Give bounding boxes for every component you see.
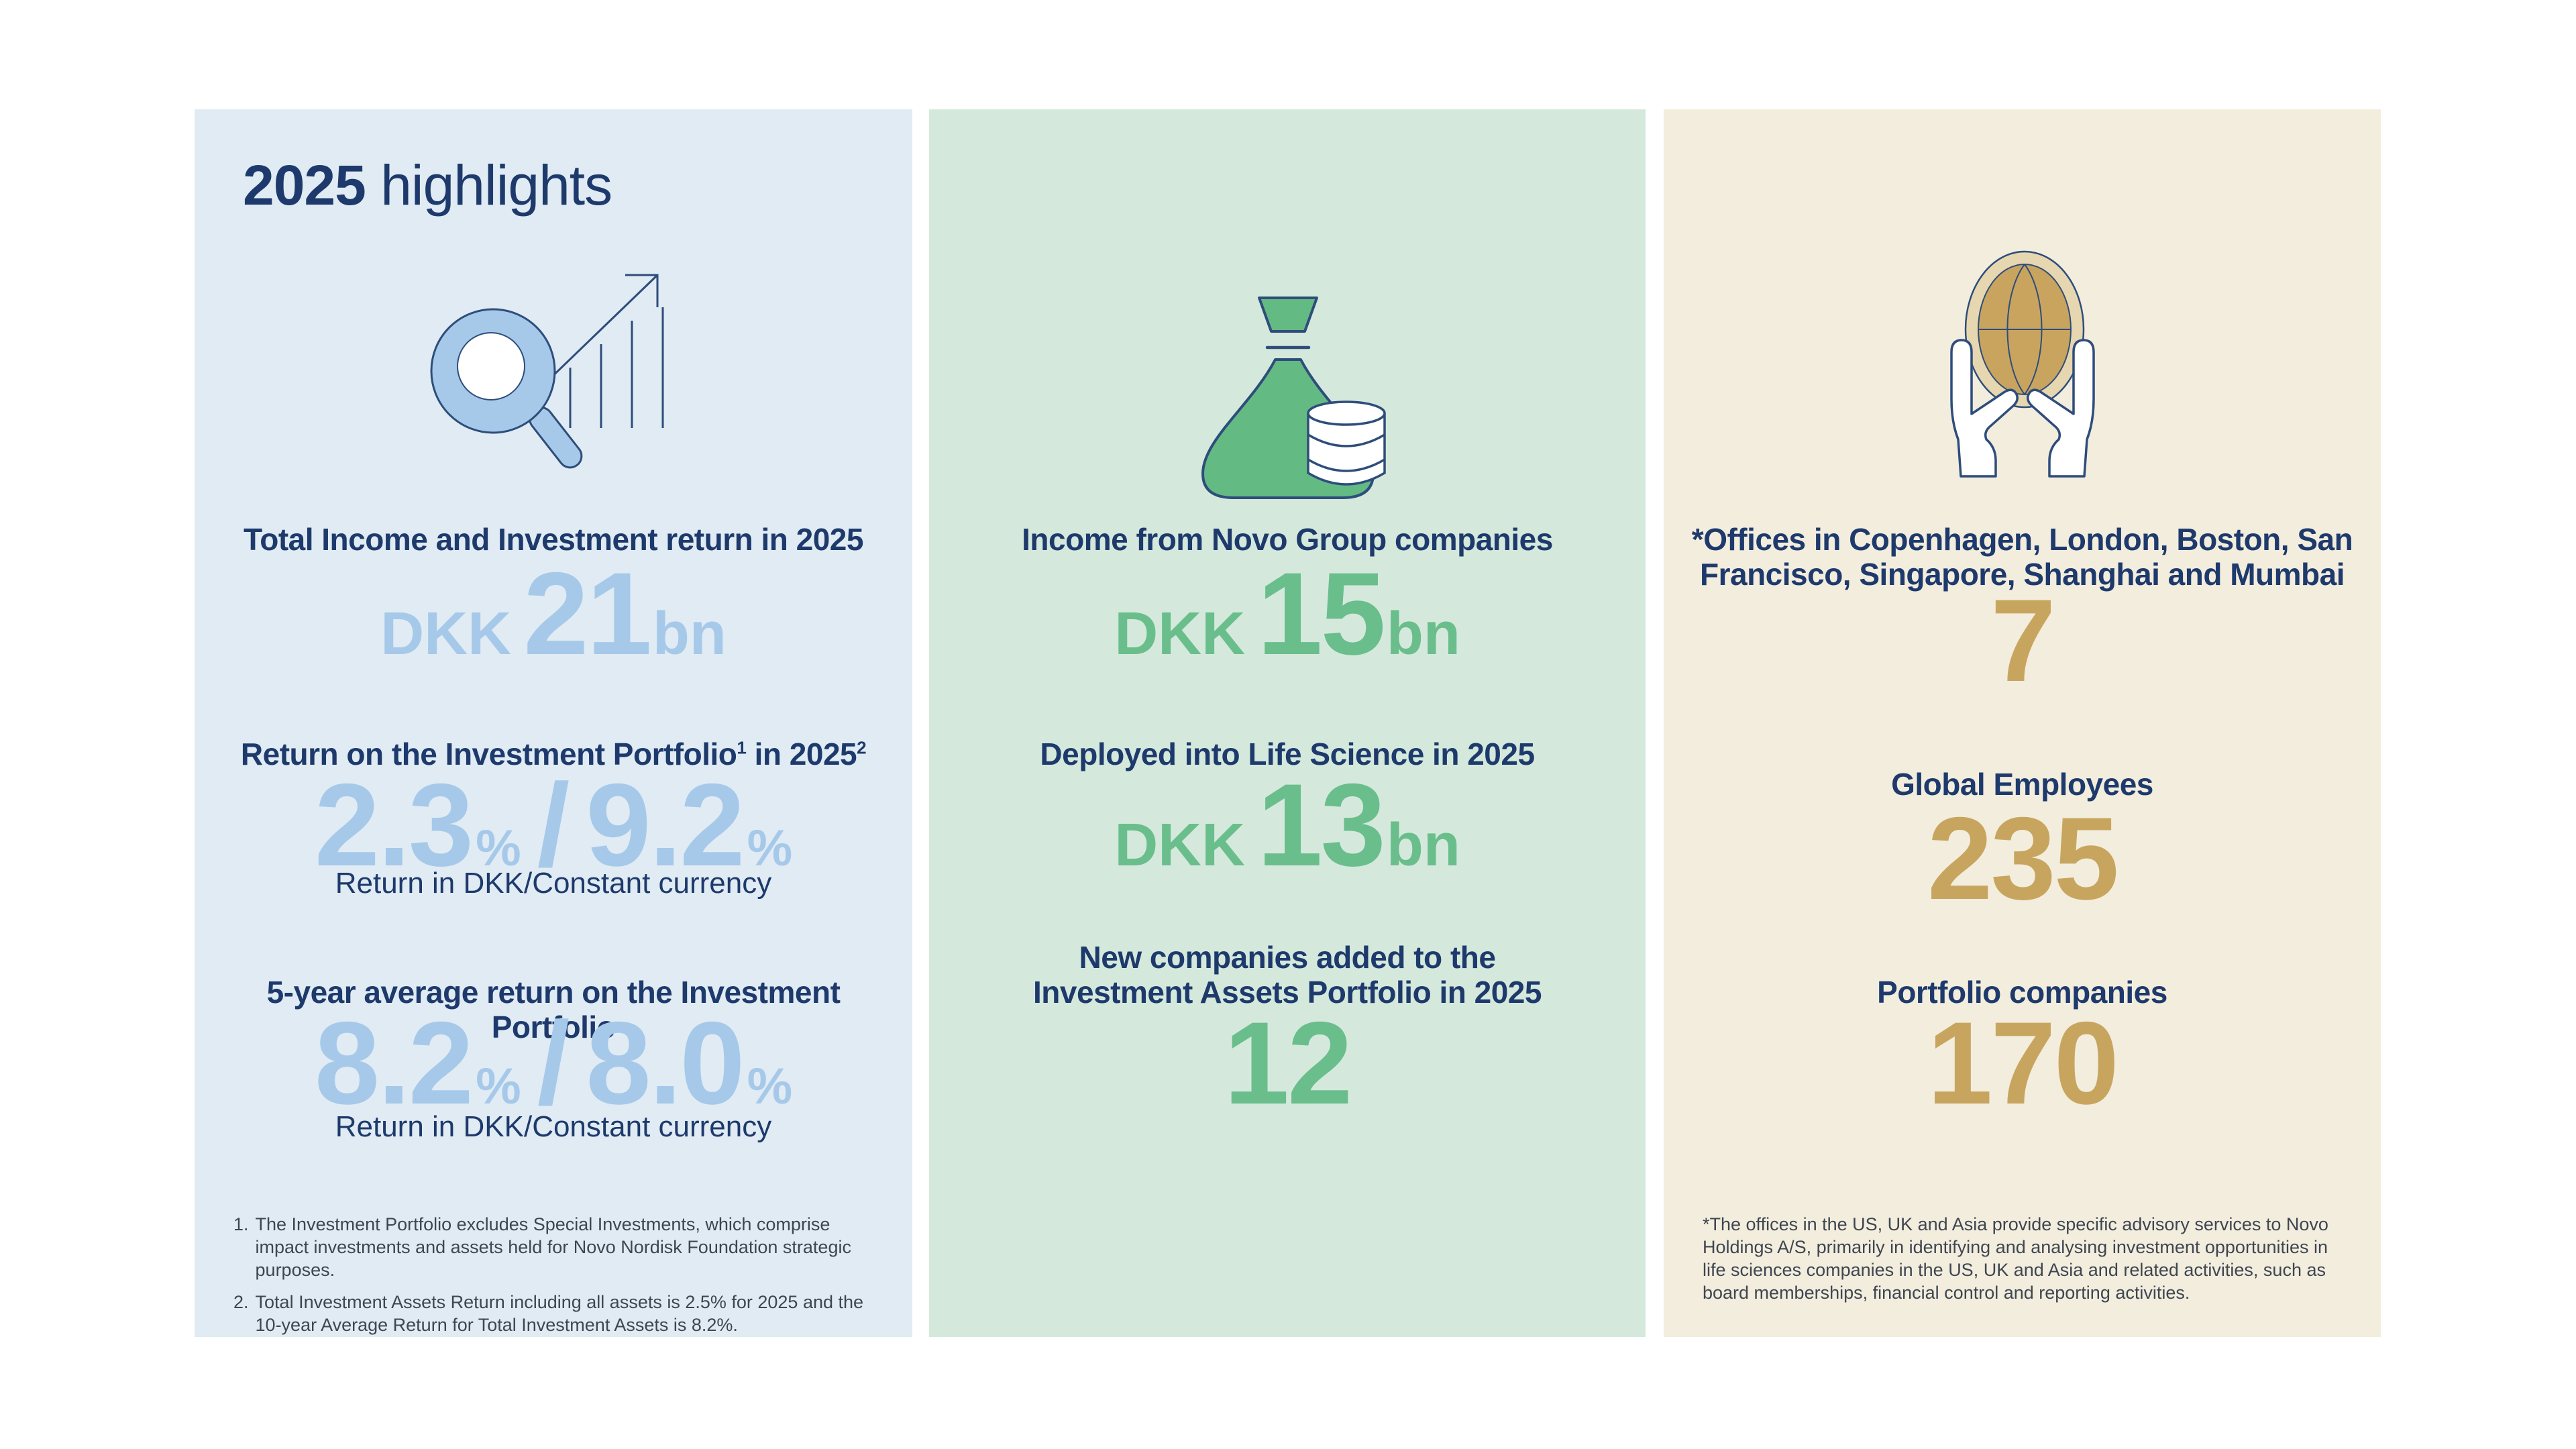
stat-value-new-companies: 12 bbox=[929, 1005, 1646, 1122]
stat-number: 9.2 bbox=[586, 760, 745, 891]
stat-label-line: Francisco, Singapore, Shanghai and Mumba… bbox=[1700, 557, 2345, 592]
stat-value-portfolio-return: 2.3 % / 9.2 % bbox=[195, 767, 912, 884]
stat-label-new-companies: New companies added to the Investment As… bbox=[949, 940, 1625, 1010]
stat-label-line: New companies added to the bbox=[1079, 940, 1496, 975]
stat-label-offices: *Offices in Copenhagen, London, Boston, … bbox=[1684, 522, 2361, 592]
stat-number: 8.0 bbox=[586, 998, 745, 1129]
hands-holding-globe-icon bbox=[1949, 250, 2095, 478]
unit-label: bn bbox=[1386, 812, 1460, 879]
stat-label-portfolio-return: Return on the Investment Portfolio1 in 2… bbox=[215, 737, 892, 771]
stat-value-novo-group-income: DKK 15 bn bbox=[929, 555, 1646, 673]
page-title-rest: highlights bbox=[365, 154, 612, 217]
stat-number: 7 bbox=[1990, 576, 2055, 706]
stat-label-global-employees: Global Employees bbox=[1891, 767, 2153, 802]
footnote-marker: 2. bbox=[233, 1292, 249, 1312]
panel-income-deployment: Income from Novo Group companies DKK 15 … bbox=[929, 109, 1646, 1337]
footnote-ref-1: 1 bbox=[737, 737, 747, 758]
footnote-marker: 1. bbox=[233, 1214, 249, 1234]
currency-label: DKK bbox=[380, 600, 512, 667]
slash-separator: / bbox=[537, 998, 570, 1129]
footnote-text: Total Investment Assets Return including… bbox=[255, 1292, 864, 1335]
stat-label-line: Investment Assets Portfolio in 2025 bbox=[1033, 975, 1542, 1010]
stat-value-global-employees: 235 bbox=[1664, 800, 2381, 918]
stat-caption: Return in DKK/Constant currency bbox=[335, 1110, 772, 1143]
page-title-year: 2025 bbox=[243, 154, 366, 217]
unit-label: bn bbox=[1386, 600, 1460, 667]
slash-separator: / bbox=[537, 760, 570, 891]
money-bag-coins-icon bbox=[1201, 297, 1386, 499]
percent-sign: % bbox=[476, 820, 521, 877]
stat-label-5yr-return: 5-year average return on the Investment … bbox=[266, 975, 841, 1044]
stat-value-5yr-return: 8.2 % / 8.0 % bbox=[195, 1005, 912, 1122]
stat-number: 12 bbox=[1224, 998, 1353, 1129]
footnote-ref-2: 2 bbox=[857, 737, 867, 758]
currency-label: DKK bbox=[1114, 812, 1246, 879]
stat-label-text: in 2025 bbox=[746, 737, 857, 771]
magnifier-growth-chart-icon bbox=[430, 274, 664, 469]
stat-label-total-income: Total Income and Investment return in 20… bbox=[244, 522, 863, 557]
panel-investment-returns: 2025 highlights Total Income and Investm… bbox=[195, 109, 912, 1337]
percent-sign: % bbox=[476, 1058, 521, 1115]
stat-number: 235 bbox=[1927, 794, 2119, 924]
stat-value-total-income: DKK 21 bn bbox=[195, 555, 912, 673]
stat-value-offices: 7 bbox=[1664, 582, 2381, 700]
percent-sign: % bbox=[747, 1058, 793, 1115]
panel-global-presence: *Offices in Copenhagen, London, Boston, … bbox=[1664, 109, 2381, 1337]
page-title: 2025 highlights bbox=[243, 153, 612, 218]
stat-value-portfolio-companies: 170 bbox=[1664, 1005, 2381, 1122]
stat-number: 8.2 bbox=[314, 998, 474, 1129]
percent-sign: % bbox=[747, 820, 793, 877]
stat-label-portfolio-companies: Portfolio companies bbox=[1877, 975, 2167, 1010]
footnote-offices: *The offices in the US, UK and Asia prov… bbox=[1703, 1214, 2328, 1303]
stat-label-line: *Offices in Copenhagen, London, Boston, … bbox=[1691, 522, 2353, 557]
stat-label-novo-group-income: Income from Novo Group companies bbox=[1022, 522, 1553, 557]
stat-number: 15 bbox=[1257, 549, 1386, 680]
footnote-text: The Investment Portfolio excludes Specia… bbox=[255, 1214, 851, 1280]
footnote-2: 2. Total Investment Assets Return includ… bbox=[233, 1291, 875, 1336]
stat-caption: Return in DKK/Constant currency bbox=[335, 867, 772, 900]
unit-label: bn bbox=[652, 600, 727, 667]
stat-label-text: Return on the Investment Portfolio bbox=[240, 737, 737, 771]
stat-number: 21 bbox=[523, 549, 652, 680]
footnotes: 1. The Investment Portfolio excludes Spe… bbox=[233, 1213, 875, 1336]
stat-value-life-science: DKK 13 bn bbox=[929, 767, 1646, 884]
stat-number: 2.3 bbox=[314, 760, 474, 891]
stat-number: 13 bbox=[1257, 760, 1386, 891]
currency-label: DKK bbox=[1114, 600, 1246, 667]
footnote-1: 1. The Investment Portfolio excludes Spe… bbox=[233, 1213, 875, 1281]
stat-number: 170 bbox=[1927, 998, 2119, 1129]
stat-label-life-science: Deployed into Life Science in 2025 bbox=[1040, 737, 1535, 771]
